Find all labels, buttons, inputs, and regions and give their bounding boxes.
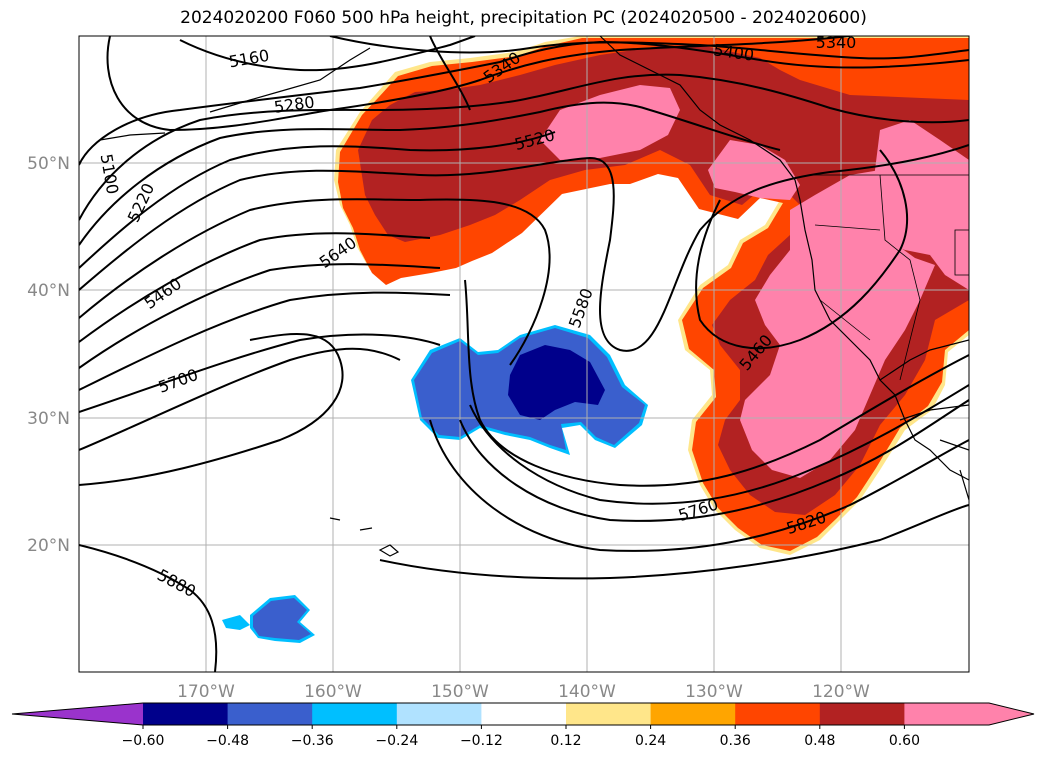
colorbar-segment — [312, 703, 398, 725]
colorbar-segment — [904, 703, 990, 725]
colorbar-segment — [566, 703, 652, 725]
colorbar-tick-label: −0.24 — [375, 733, 418, 749]
colorbar-extend-left — [12, 703, 143, 725]
colorbar-tick-label: −0.36 — [291, 733, 334, 749]
latitude-labels: 50°N 40°N 30°N 20°N — [27, 154, 70, 556]
lat-label: 40°N — [27, 281, 70, 301]
colorbar-tick-label: 0.12 — [550, 733, 581, 749]
political-borders — [808, 174, 969, 381]
lon-label: 120°W — [812, 682, 870, 702]
colorbar-segment — [650, 703, 736, 725]
graticule — [79, 36, 969, 672]
colorbar-tick-label: −0.12 — [460, 733, 503, 749]
colorbar-tick-label: 0.24 — [635, 733, 666, 749]
lat-label: 50°N — [27, 154, 70, 174]
colorbar-segment — [735, 703, 821, 725]
lat-label: 30°N — [27, 409, 70, 429]
colorbar-extend-right — [989, 703, 1034, 725]
colorbar-segment — [819, 703, 905, 725]
lon-label: 150°W — [431, 682, 489, 702]
colorbar-segment — [143, 703, 229, 725]
colorbar-segment — [481, 703, 567, 725]
lon-label: 160°W — [304, 682, 362, 702]
lat-label: 20°N — [27, 536, 70, 556]
height-contours — [79, 36, 969, 672]
lon-label: 170°W — [177, 682, 235, 702]
map-area: 5160 5280 5340 5400 5340 5100 5220 5520 … — [79, 33, 969, 672]
colorbar-segment — [227, 703, 313, 725]
longitude-labels: 170°W 160°W 150°W 140°W 130°W 120°W — [177, 682, 870, 702]
colorbar-tick-label: 0.36 — [720, 733, 751, 749]
precip-negative-shading — [222, 325, 648, 643]
contour-label: 5340 — [816, 33, 857, 52]
map-frame — [78, 35, 970, 673]
colorbar-tick-label: −0.48 — [206, 733, 249, 749]
lon-label: 130°W — [685, 682, 743, 702]
colorbar-tick-label: 0.48 — [804, 733, 835, 749]
colorbar-tick-label: 0.60 — [889, 733, 920, 749]
map-title: 2024020200 F060 500 hPa height, precipit… — [180, 8, 867, 28]
coastlines — [99, 36, 969, 557]
colorbar-segment — [396, 703, 482, 725]
colorbar-tick-label: −0.60 — [122, 733, 165, 749]
colorbar: −0.60 −0.48 −0.36 −0.24 −0.12 0.12 0.24 0.36 0.4… — [11, 702, 1035, 749]
lon-label: 140°W — [558, 682, 616, 702]
